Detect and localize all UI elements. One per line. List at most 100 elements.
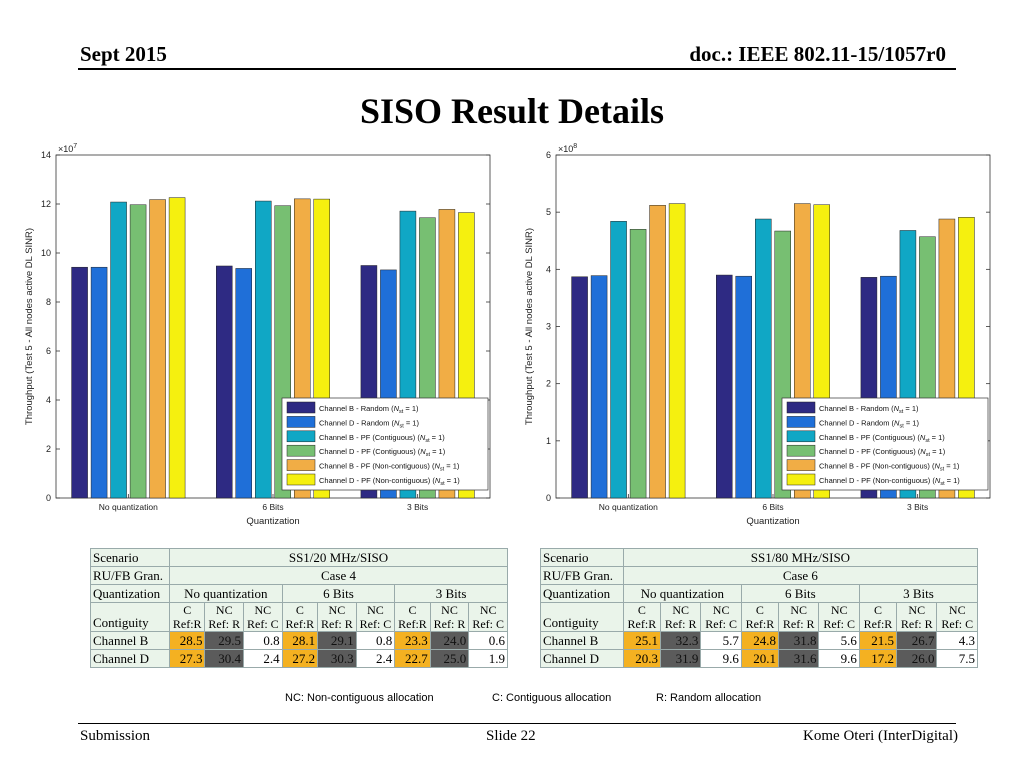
contiguity-header: NC Ref: C [818,602,860,632]
gain-value: 31.9 [659,649,702,668]
reference-type: Ref: R [664,617,697,631]
reference-type: Ref:R [627,617,657,631]
contiguity-header: C Ref:R [740,602,779,632]
reference-type: Ref: R [782,617,815,631]
quantization-value: 6 Bits [281,584,396,603]
granularity-label: RU/FB Gran. [89,566,171,585]
header-rule [78,68,956,70]
legend-swatch [786,401,816,414]
gain-value: 1.9 [468,649,508,668]
legend-swatch [286,416,316,428]
scenario-label: Scenario [540,548,624,567]
y-tick-label: 2 [546,379,551,389]
allocation-type: NC [672,603,689,617]
axis-multiplier: ×107 [58,143,77,154]
bar [590,275,608,499]
table-row: Channel D 27.3 30.4 2.4 27.2 30.3 2.4 22.7 25.0 1… [89,649,508,668]
allocation-type: C [295,603,304,617]
gain-value: 30.3 [317,649,357,668]
y-tick-label: 2 [46,444,51,454]
bar [755,218,772,499]
contiguity-header: NC Ref: R [777,602,820,632]
gain-value: 28.5 [169,631,206,650]
legend-swatch [786,459,816,471]
allocation-type: NC [215,603,233,617]
gain-value: 4.3 [936,631,978,650]
legend-box [781,397,989,491]
legend-swatch [286,430,316,443]
y-axis-label: Throughput (Test 5 - All nodes active DL… [524,228,535,425]
gain-value: 9.6 [700,649,742,668]
contiguity-header: NC Ref: R [896,602,938,632]
row-label: Channel B [89,631,171,650]
throughput-chart-20mhz: 0 2 4 6 8 10 12 14 ×107 No quantization 6 Bits 3 Bi… [24,143,491,527]
allocation-type: NC [790,603,808,617]
bar [735,275,752,499]
contiguity-label: Contiguity [540,602,624,632]
y-tick-label: 4 [546,264,551,274]
gain-value: 7.5 [936,649,978,668]
axis-multiplier: ×108 [558,143,577,154]
allocation-type: NC [712,603,730,617]
quantization-value: 3 Bits [394,584,508,603]
y-axis-label: Throughput (Test 5 - All nodes active DL… [24,228,35,425]
bar [629,229,647,499]
contiguity-header: NC Ref: C [700,602,742,632]
reference-type: Ref:R [398,617,427,631]
allocation-type: C [408,603,417,617]
row-label: Channel B [540,631,624,650]
gain-value: 32.3 [659,631,702,650]
x-tick-label: No quantization [599,502,658,512]
gain-value: 5.6 [818,631,860,650]
allocation-type: NC [367,603,384,617]
scenario-value: SS1/20 MHz/SISO [169,548,508,567]
y-tick-label: 6 [546,150,551,160]
legend-label: Channel B - PF (Non-contiguous) (Nst = 1… [819,462,960,473]
quantization-value: 3 Bits [858,584,979,603]
granularity-value: Case 6 [622,566,979,585]
y-tick-label: 6 [46,346,51,356]
gain-value: 25.0 [429,649,470,668]
bar [216,265,233,499]
gain-value: 27.3 [169,649,206,668]
header-doc-id: doc.: IEEE 802.11-15/1057r0 [689,42,946,66]
x-tick-label: 6 Bits [762,502,783,512]
bar [129,204,147,499]
reference-type: Ref:R [745,617,775,631]
legend-swatch [286,444,316,457]
bar [71,266,88,499]
allocation-type: NC [830,603,848,617]
row-label: Channel D [540,649,624,668]
allocation-type: NC [479,603,497,617]
gain-value: 0.8 [243,631,283,650]
bar [571,276,588,499]
contiguity-label: Contiguity [89,602,171,632]
contiguity-header: NC Ref: C [936,602,978,632]
gain-value: 22.7 [394,649,431,668]
table-row: Channel B 28.5 29.5 0.8 28.1 29.1 0.8 23.3 24.0 0… [89,631,508,650]
x-axis-label: Quantization [246,516,299,527]
quantization-value: No quantization [622,584,742,603]
contiguity-header: NC Ref: C [243,602,283,632]
contiguity-header: NC Ref: R [204,602,245,632]
note-contiguous: C: Contiguous allocation [492,692,612,704]
results-table-20mhz: Scenario SS1/20 MHz/SISO RU/FB Gran. Case 4… [89,548,508,668]
allocation-type: C [873,603,882,617]
gain-value: 9.6 [818,649,860,668]
gain-value: 23.3 [394,631,431,650]
y-tick-label: 0 [46,493,51,503]
legend-box [281,397,489,491]
legend-swatch [286,459,316,471]
quantization-value: 6 Bits [740,584,860,603]
legend-label: Channel B - PF (Contiguous) (Nst = 1) [319,433,445,444]
gain-value: 17.2 [858,649,898,668]
allocation-type: NC [441,603,458,617]
bar [255,200,272,499]
header-date: Sept 2015 [80,42,167,66]
gain-value: 2.4 [355,649,396,668]
footer-author: Kome Oteri (InterDigital) [803,728,958,744]
legend-swatch [786,444,816,457]
contiguity-header: NC Ref: R [429,602,470,632]
legend-label: Channel B - Random (Nst = 1) [319,404,419,415]
reference-type: Ref: R [208,617,241,631]
